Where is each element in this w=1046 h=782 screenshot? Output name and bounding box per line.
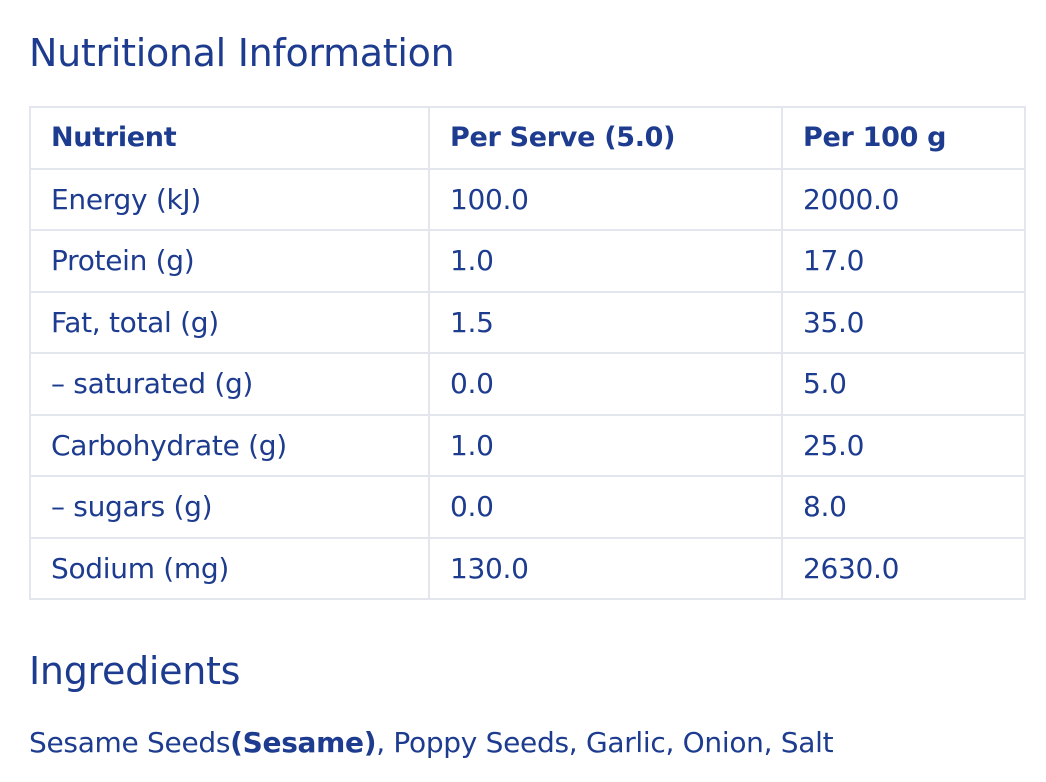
per-serve-value: 0.0 [428, 352, 783, 416]
per-100g-value: 2000.0 [781, 167, 1026, 231]
nutrient-name: Fat, total (g) [29, 290, 430, 354]
nutrition-table: Nutrient Per Serve (5.0) Per 100 g Energ… [29, 106, 1026, 600]
per-serve-value: 1.5 [428, 290, 783, 354]
per-serve-value: 130.0 [428, 536, 783, 600]
per-100g-value: 5.0 [781, 352, 1026, 416]
header-nutrient: Nutrient [29, 106, 430, 170]
nutritional-information-heading: Nutritional Information [29, 31, 455, 75]
ingredients-list: Sesame Seeds(Sesame), Poppy Seeds, Garli… [29, 726, 834, 759]
per-serve-value: 100.0 [428, 167, 783, 231]
table-row: Protein (g) 1.0 17.0 [29, 229, 1026, 293]
allergen-highlight: (Sesame) [230, 726, 377, 759]
per-serve-value: 1.0 [428, 413, 783, 477]
table-row: – saturated (g) 0.0 5.0 [29, 352, 1026, 416]
ingredients-text-rest: , Poppy Seeds, Garlic, Onion, Salt [376, 726, 834, 759]
table-row: Energy (kJ) 100.0 2000.0 [29, 167, 1026, 231]
per-serve-value: 0.0 [428, 475, 783, 539]
per-100g-value: 25.0 [781, 413, 1026, 477]
per-100g-value: 35.0 [781, 290, 1026, 354]
ingredients-text-start: Sesame Seeds [29, 726, 231, 759]
table-row: – sugars (g) 0.0 8.0 [29, 475, 1026, 539]
nutrient-name: Sodium (mg) [29, 536, 430, 600]
nutrient-name: – saturated (g) [29, 352, 430, 416]
nutrient-name: Protein (g) [29, 229, 430, 293]
per-serve-value: 1.0 [428, 229, 783, 293]
table-row: Fat, total (g) 1.5 35.0 [29, 290, 1026, 354]
table-row: Carbohydrate (g) 1.0 25.0 [29, 413, 1026, 477]
per-100g-value: 17.0 [781, 229, 1026, 293]
nutrient-name: Carbohydrate (g) [29, 413, 430, 477]
nutrient-name: – sugars (g) [29, 475, 430, 539]
ingredients-heading: Ingredients [29, 649, 241, 693]
nutrient-name: Energy (kJ) [29, 167, 430, 231]
per-100g-value: 8.0 [781, 475, 1026, 539]
per-100g-value: 2630.0 [781, 536, 1026, 600]
header-per-serve: Per Serve (5.0) [428, 106, 783, 170]
table-header-row: Nutrient Per Serve (5.0) Per 100 g [29, 106, 1026, 170]
table-row: Sodium (mg) 130.0 2630.0 [29, 536, 1026, 600]
header-per-100g: Per 100 g [781, 106, 1026, 170]
